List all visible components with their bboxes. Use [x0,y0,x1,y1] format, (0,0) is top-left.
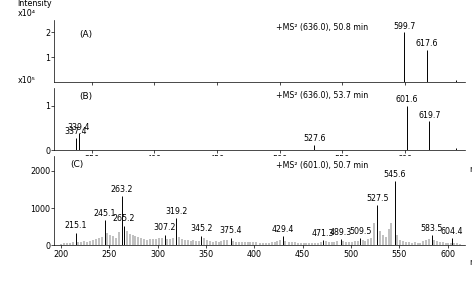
Text: +MS² (636.0), 53.7 min: +MS² (636.0), 53.7 min [276,91,368,100]
Text: 339.4: 339.4 [67,123,90,132]
Text: 265.2: 265.2 [113,214,135,223]
Text: (B): (B) [79,92,92,101]
Text: x10⁵: x10⁵ [17,76,35,85]
Text: +MS² (601.0), 50.7 min: +MS² (601.0), 50.7 min [276,160,368,169]
Text: 583.5: 583.5 [421,224,443,233]
Text: 527.5: 527.5 [366,194,389,203]
Text: +MS² (636.0), 50.8 min: +MS² (636.0), 50.8 min [276,23,368,32]
Text: (C): (C) [71,160,84,169]
Text: 345.2: 345.2 [190,224,212,233]
Text: 509.5: 509.5 [349,227,371,236]
Text: 527.6: 527.6 [303,134,325,143]
Text: Intensity: Intensity [17,0,52,8]
Text: 604.4: 604.4 [440,227,463,236]
Text: 471.3: 471.3 [312,229,335,238]
Text: 263.2: 263.2 [111,185,134,194]
Text: 319.2: 319.2 [165,207,187,216]
Text: 599.7: 599.7 [393,22,415,31]
Text: 545.6: 545.6 [384,170,406,179]
Text: (A): (A) [79,30,92,39]
Text: x10⁴: x10⁴ [17,10,35,19]
Text: 489.3: 489.3 [329,228,352,237]
Text: 215.1: 215.1 [64,221,87,230]
Text: m/z: m/z [469,164,472,173]
Text: 337.4: 337.4 [65,127,87,136]
Text: 619.7: 619.7 [418,111,441,120]
Text: 245.1: 245.1 [93,209,116,218]
Text: 307.2: 307.2 [153,223,176,232]
Text: 601.6: 601.6 [396,95,418,104]
Text: m/z: m/z [469,258,472,267]
Text: 429.4: 429.4 [271,225,294,234]
Text: 617.6: 617.6 [416,39,438,48]
Text: 375.4: 375.4 [219,226,242,235]
